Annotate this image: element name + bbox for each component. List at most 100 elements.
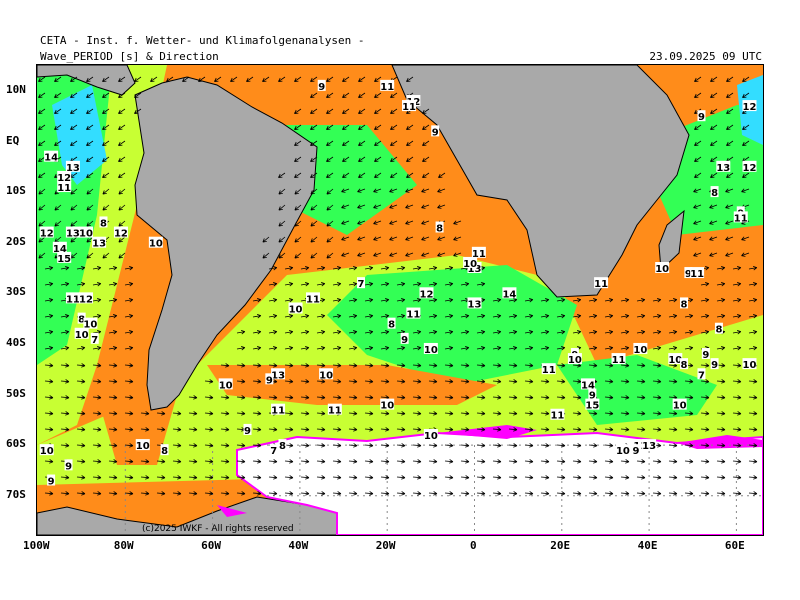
direction-arrow [540, 459, 550, 464]
direction-arrow [444, 329, 454, 335]
direction-arrow [70, 140, 78, 146]
direction-arrow [540, 379, 550, 384]
direction-arrow [412, 395, 422, 400]
direction-arrow [620, 459, 630, 464]
direction-arrow [364, 395, 374, 400]
direction-arrow [102, 108, 110, 114]
valid-time: 23.09.2025 09 UTC [649, 50, 762, 63]
direction-arrow [284, 475, 294, 480]
period-label: 12 [113, 226, 128, 240]
sea-ice-shelf [236, 431, 763, 535]
direction-arrow [732, 345, 742, 351]
period-label: 12 [57, 170, 72, 184]
direction-arrow [364, 427, 374, 432]
direction-arrow [70, 188, 78, 195]
direction-arrow [405, 188, 414, 193]
period-value: 9 [589, 391, 596, 402]
period-label: 12 [79, 292, 94, 305]
direction-arrow [492, 329, 502, 335]
direction-arrow [102, 172, 110, 178]
period-label: 11 [594, 277, 609, 290]
direction-arrow [60, 427, 70, 432]
lon-tick-label: 100W [23, 539, 50, 552]
direction-arrow [358, 172, 366, 178]
direction-arrow [460, 427, 470, 432]
lat-tick-label: 20S [6, 234, 26, 248]
direction-arrow [444, 491, 454, 496]
period-value: 14 [502, 289, 516, 300]
direction-arrow [524, 427, 534, 432]
direction-arrow [524, 363, 534, 368]
direction-arrow [684, 313, 694, 319]
direction-arrow [572, 395, 582, 400]
direction-arrow [726, 124, 734, 130]
direction-arrow [108, 475, 118, 480]
period-value: 14 [581, 380, 595, 391]
direction-arrow [524, 395, 534, 400]
direction-arrow [86, 252, 94, 259]
period-value: 10 [743, 360, 757, 371]
direction-arrow [44, 363, 54, 368]
period-label: 9 [317, 79, 326, 93]
direction-arrow [668, 427, 678, 432]
direction-arrow [102, 140, 110, 146]
period-value: 11 [271, 406, 285, 417]
direction-arrow [188, 411, 198, 416]
direction-arrow [38, 220, 46, 227]
direction-arrow [652, 379, 662, 384]
direction-arrow [540, 411, 550, 416]
lon-tick-label: 40W [288, 539, 309, 552]
direction-arrow [428, 395, 438, 400]
direction-arrow [556, 345, 566, 351]
period-label: 11 [271, 403, 286, 417]
direction-arrow [108, 265, 118, 271]
period-label: 9 [697, 110, 706, 123]
direction-arrow [300, 313, 310, 319]
direction-arrow [709, 204, 718, 209]
direction-arrow [620, 475, 630, 480]
period-label: 8 [387, 317, 396, 331]
direction-arrow [396, 475, 406, 480]
direction-arrow [92, 281, 102, 287]
period-label: 13 [92, 236, 107, 250]
direction-arrow [460, 491, 470, 496]
lat-tick-label: 70S [6, 487, 26, 501]
direction-arrow [134, 92, 142, 98]
direction-arrow [316, 313, 326, 319]
period-zone-max [52, 85, 107, 185]
period-value: 11 [328, 406, 342, 417]
direction-arrow [636, 329, 646, 335]
direction-arrow [156, 491, 166, 496]
period-value: 7 [698, 370, 705, 381]
direction-arrow [508, 427, 518, 432]
direction-arrow [332, 459, 342, 464]
direction-arrow [444, 363, 454, 368]
period-value: 13 [468, 264, 482, 275]
direction-arrow [332, 313, 342, 319]
direction-arrow [156, 475, 166, 480]
direction-arrow [358, 156, 366, 162]
direction-arrow [76, 475, 86, 480]
direction-arrow [316, 363, 326, 368]
direction-arrow [348, 475, 358, 480]
direction-arrow [421, 220, 430, 225]
direction-arrow [732, 411, 742, 416]
direction-arrow [636, 395, 646, 400]
direction-arrow [284, 411, 294, 416]
period-value: 8 [711, 188, 718, 199]
direction-arrow [44, 297, 54, 303]
direction-arrow [124, 475, 134, 480]
direction-arrow [588, 363, 598, 368]
direction-arrow [636, 459, 646, 464]
direction-arrow [389, 204, 398, 209]
direction-arrow [476, 313, 486, 319]
direction-arrow [252, 395, 262, 400]
period-label: 12 [742, 100, 757, 113]
direction-arrow [668, 459, 678, 464]
direction-arrow [124, 379, 134, 384]
period-label: 8 [278, 439, 287, 452]
period-label: 11 [402, 100, 417, 113]
direction-arrow [636, 491, 646, 496]
direction-arrow [332, 297, 342, 303]
direction-arrow [310, 220, 318, 227]
